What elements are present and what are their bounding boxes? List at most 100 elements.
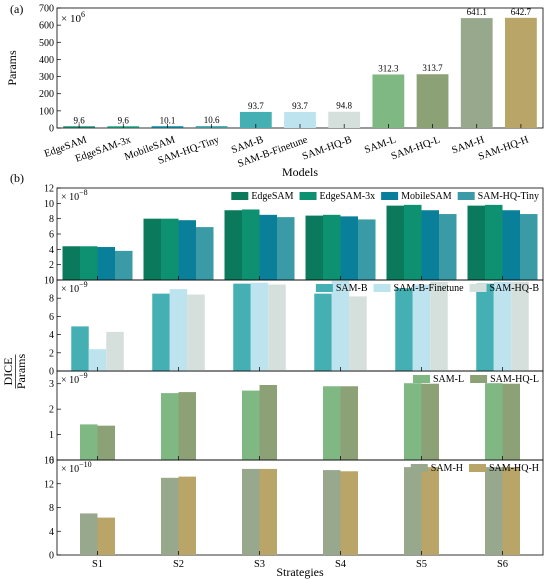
panel-b-bar — [511, 281, 529, 371]
panel-a-data-label: 10.6 — [204, 115, 220, 125]
panel-b-legend-swatch — [315, 284, 333, 292]
panel-b-bar — [493, 281, 512, 371]
panel-a-params-chart: (a) × 106 Params Models 0 100 200 300 400 500… — [5, 2, 544, 179]
panel-b-y-tick-label: 6 — [49, 312, 54, 323]
panel-b-bar — [421, 383, 439, 460]
panel-a-data-label: 94.8 — [336, 101, 352, 111]
panel-b-legend-swatch — [469, 464, 486, 472]
panel-a-bar — [505, 17, 537, 128]
panel-b-bar — [233, 283, 251, 371]
panel-b-x-axis-label: Strategies — [276, 565, 324, 579]
panel-b-bar — [439, 214, 457, 280]
panel-b-y-tick-label: 16 — [44, 456, 54, 467]
panel-b-bar — [161, 218, 179, 280]
panel-b-bar — [467, 205, 485, 280]
panel-a-bar — [284, 111, 316, 128]
panel-b-bar — [404, 383, 422, 460]
panel-b-bar — [71, 326, 89, 371]
panel-b-category-label: S1 — [92, 559, 103, 570]
panel-b-bar — [502, 467, 520, 555]
panel-b-bar — [242, 390, 260, 460]
panel-b-legend-swatch — [231, 192, 249, 200]
panel-b-y-axis-label: DICE Params — [1, 354, 28, 390]
panel-b-y-tick-label: 8 — [49, 214, 54, 225]
panel-b-bar — [152, 293, 170, 371]
panel-b-bar — [476, 283, 494, 371]
panel-b-subplot-1: × 10−8 0 2 4 6 8 10 12 SAM-HQ-Tiny MobileSAM EdgeS… — [44, 184, 544, 287]
panel-b-bar — [106, 331, 124, 371]
panel-b-y-tick-label: 12 — [44, 184, 54, 195]
panel-b-y-tick-label: 0 — [49, 367, 54, 378]
panel-a-bar — [372, 74, 405, 128]
panel-b-bar — [421, 210, 439, 280]
panel-b-y-label-numerator: DICE — [1, 358, 15, 386]
panel-b-multiplier: × 10−10 — [61, 460, 92, 475]
panel-b-bar — [97, 425, 115, 460]
panel-b-bar — [502, 383, 520, 460]
panel-b-subplot-frame — [56, 279, 544, 372]
panel-b-legend-swatch — [373, 284, 391, 292]
panel-b-bar — [358, 219, 376, 280]
panel-a-category-label: SAM-HQ-H — [477, 134, 530, 162]
panel-a-data-label: 93.7 — [248, 101, 264, 111]
panel-b-legend: SAM-HQ-H SAM-H — [410, 463, 539, 474]
panel-b-bar — [421, 467, 439, 555]
panel-b-legend-label: SAM-HQ-H — [489, 463, 539, 474]
panel-a-bar — [416, 74, 449, 128]
panel-b-bar — [259, 214, 277, 280]
panel-b-y-tick-label: 2 — [49, 348, 54, 359]
panel-b-bar — [485, 383, 503, 460]
panel-a-bar — [328, 111, 361, 128]
panel-b-bar — [259, 384, 277, 460]
panel-b-dice-per-param-chart: (b) DICE Params Strategies × 10−80246810… — [1, 171, 544, 579]
panel-b-bar — [404, 204, 422, 280]
panel-b-multiplier: × 10−8 — [61, 188, 88, 203]
panel-b-y-tick-label: 6 — [49, 230, 54, 241]
panel-b-y-tick-label: 8 — [49, 294, 54, 305]
panel-b-multiplier: × 10−9 — [61, 371, 88, 386]
panel-a-y-tick-label: 200 — [39, 89, 54, 100]
panel-b-legend-swatch — [410, 464, 428, 472]
panel-b-y-tick-label: 0 — [49, 456, 54, 467]
panel-b-bar — [178, 476, 196, 555]
panel-b-category-label: S5 — [416, 559, 427, 570]
panel-b-bar — [323, 214, 341, 280]
panel-a-data-label: 312.3 — [378, 63, 399, 73]
panel-b-bar — [178, 392, 196, 460]
panel-b-subplot-frame — [56, 459, 544, 556]
panel-b-bar — [340, 471, 358, 555]
panel-b-bar — [502, 210, 520, 280]
panel-b-legend-label: SAM-H — [431, 463, 463, 474]
panel-a-y-axis-label: Params — [5, 50, 19, 86]
panel-b-y-label-denominator: Params — [14, 354, 28, 390]
panel-a-data-label: 9.6 — [118, 115, 130, 125]
panel-a-y-tick-label: 0 — [49, 124, 54, 135]
panel-b-bar — [224, 210, 242, 280]
panel-b-bar — [169, 289, 188, 371]
panel-b-bar — [485, 204, 503, 280]
panel-a-data-label: 641.1 — [467, 7, 487, 17]
panel-b-y-tick-label: 8 — [49, 503, 54, 514]
panel-b-bar — [143, 218, 161, 280]
panel-b-bar — [485, 467, 503, 555]
panel-a-data-label: 9.6 — [73, 115, 85, 125]
panel-a-y-tick-label: 400 — [39, 55, 54, 66]
panel-b-bar — [412, 284, 431, 371]
panel-b-category-label: S2 — [173, 559, 184, 570]
panel-b-y-tick-label: 10 — [44, 199, 54, 210]
panel-b-legend-label: SAM-HQ-Tiny — [478, 191, 539, 202]
panel-b-bar — [340, 386, 358, 460]
panel-b-category-label: S4 — [335, 559, 347, 570]
panel-b-category-label: S6 — [497, 559, 508, 570]
panel-b-subplot-3: × 10−9 0 1 2 3 SAM-HQ-L SAM-L — [49, 370, 544, 467]
panel-a-category-label: SAM-HQ-B — [301, 135, 354, 163]
panel-b-bar — [178, 220, 196, 280]
panel-a-y-tick-label: 300 — [39, 72, 54, 83]
panel-b-bar — [88, 349, 107, 371]
panel-b-label: (b) — [10, 171, 24, 185]
panel-a-multiplier: × 106 — [61, 10, 85, 25]
panel-b-bar — [323, 386, 341, 460]
panel-a-bar — [460, 18, 493, 128]
panel-a-category-label: SAM-HQ-L — [390, 135, 442, 163]
panel-b-bar — [323, 470, 341, 555]
